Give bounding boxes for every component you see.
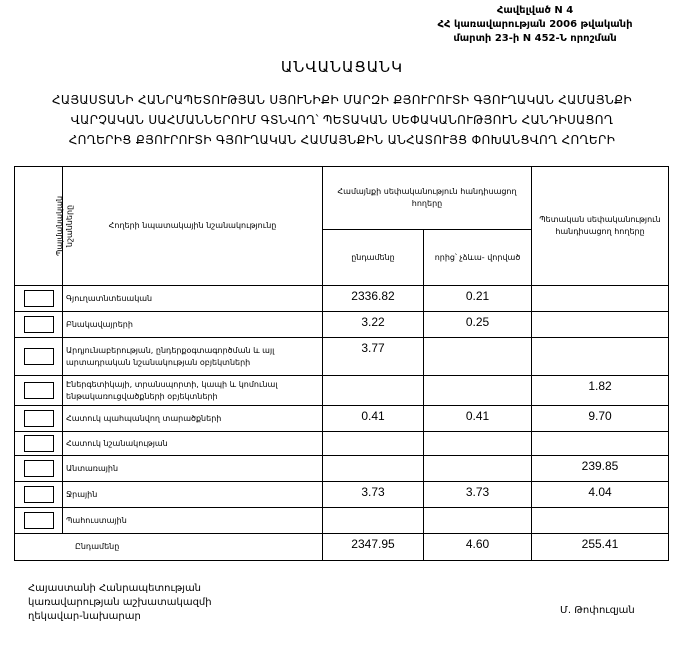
row-total: 0.41 <box>322 405 424 432</box>
row-total <box>322 431 424 456</box>
symbol-cell <box>14 375 63 406</box>
totals-label: Ընդամենը <box>14 533 323 561</box>
legend-symbol-box <box>23 348 54 365</box>
table-row: Անտառային 239.85 <box>14 455 669 482</box>
legend-symbol-box <box>23 512 54 529</box>
annex-reference: Հավելված N 4 ՀՀ կառավարության 2006 թվակա… <box>400 4 670 46</box>
row-unformed: 0.21 <box>423 285 532 312</box>
symbol-cell <box>14 507 63 534</box>
document-subtitle: ՀԱՅԱՍՏԱՆԻ ՀԱՆՐԱՊԵՏՈՒԹՅԱՆ ՍՅՈՒՆԻՔԻ ՄԱՐԶԻ … <box>20 90 664 150</box>
land-table: Պայմանական նշանները Հողերի նպատակային նշ… <box>14 166 669 561</box>
table-row: Հատուկ պահպանվող տարածքների 0.41 0.41 9.… <box>14 405 669 432</box>
symbol-cell <box>14 455 63 482</box>
row-state: 9.70 <box>531 405 669 432</box>
header-state: Պետական սեփականություն հանդիսացող հողերը <box>531 166 669 286</box>
symbol-cell <box>14 337 63 376</box>
symbol-cell <box>14 481 63 508</box>
row-label: Արդյունաբերության, ընդերքօգտագործման և ա… <box>62 337 323 376</box>
row-unformed: 0.25 <box>423 311 532 338</box>
row-total <box>322 375 424 406</box>
header-community: Համայնքի սեփականություն հանդիսացող հողեր… <box>322 166 532 230</box>
annex-line: ՀՀ կառավարության 2006 թվականի <box>437 19 633 30</box>
symbol-cell <box>14 405 63 432</box>
signatory-position: Հայաստանի Հանրապետության կառավարության ա… <box>28 582 212 624</box>
row-unformed <box>423 337 532 376</box>
legend-symbol-box <box>23 460 54 477</box>
row-unformed: 0.41 <box>423 405 532 432</box>
header-purpose: Հողերի նպատակային նշանակությունը <box>62 166 323 286</box>
totals-total: 2347.95 <box>322 533 424 561</box>
table-row: Արդյունաբերության, ընդերքօգտագործման և ա… <box>14 337 669 376</box>
totals-row: Ընդամենը 2347.95 4.60 255.41 <box>14 533 669 561</box>
document-title: ԱՆՎԱՆԱՑԱՆԿ <box>280 58 404 76</box>
row-state <box>531 311 669 338</box>
row-state: 4.04 <box>531 481 669 508</box>
row-label: Պահուստային <box>62 507 323 534</box>
header-symbols-text: Պայմանական նշանները <box>55 195 74 256</box>
row-label: Էներգետիկայի, տրանսպորտի, կապի և կոմունա… <box>62 375 323 406</box>
symbol-cell <box>14 285 63 312</box>
subtitle-line: ՀՈՂԵՐԻՑ ՔՅՈՒՐՈՒՏԻ ԳՅՈՒՂԱԿԱՆ ՀԱՄԱՅՆՔԻՆ ԱՆ… <box>68 133 616 147</box>
annex-line: Հավելված N 4 <box>496 5 574 16</box>
row-state <box>531 507 669 534</box>
row-total: 3.77 <box>322 337 424 376</box>
table-row: Հատուկ նշանակության <box>14 431 669 456</box>
position-line: կառավարության աշխատակազմի <box>28 597 212 608</box>
row-state: 1.82 <box>531 375 669 406</box>
row-label: Գյուղատնտեսական <box>62 285 323 312</box>
legend-symbol-box <box>23 410 54 427</box>
row-unformed <box>423 375 532 406</box>
row-state <box>531 285 669 312</box>
legend-symbol-box <box>23 316 54 333</box>
position-line: ղեկավար-նախարար <box>28 611 141 622</box>
table-row: Պահուստային <box>14 507 669 534</box>
annex-line: մարտի 23-ի N 452-Ն որոշման <box>453 33 617 44</box>
row-total <box>322 507 424 534</box>
signatory-name: Մ. Թոփուզյան <box>560 605 635 616</box>
legend-symbol-box <box>23 435 54 452</box>
row-unformed: 3.73 <box>423 481 532 508</box>
row-state <box>531 337 669 376</box>
table-row: Բնակավայրերի 3.22 0.25 <box>14 311 669 338</box>
row-label: Հատուկ պահպանվող տարածքների <box>62 405 323 432</box>
row-unformed <box>423 455 532 482</box>
row-total: 3.22 <box>322 311 424 338</box>
subtitle-line: ՀԱՅԱՍՏԱՆԻ ՀԱՆՐԱՊԵՏՈՒԹՅԱՆ ՍՅՈՒՆԻՔԻ ՄԱՐԶԻ … <box>52 93 632 107</box>
row-state <box>531 431 669 456</box>
row-total: 2336.82 <box>322 285 424 312</box>
row-state: 239.85 <box>531 455 669 482</box>
table-row: Գյուղատնտեսական 2336.82 0.21 <box>14 285 669 312</box>
totals-unformed: 4.60 <box>423 533 532 561</box>
legend-symbol-box <box>23 290 54 307</box>
row-total <box>322 455 424 482</box>
row-label: Անտառային <box>62 455 323 482</box>
table-row: Էներգետիկայի, տրանսպորտի, կապի և կոմունա… <box>14 375 669 406</box>
totals-state: 255.41 <box>531 533 669 561</box>
table-row: Ջրային 3.73 3.73 4.04 <box>14 481 669 508</box>
row-label: Հատուկ նշանակության <box>62 431 323 456</box>
header-unformed: որից՝ չձևա- վորված <box>423 229 532 286</box>
legend-symbol-box <box>23 382 54 399</box>
symbol-cell <box>14 431 63 456</box>
legend-symbol-box <box>23 486 54 503</box>
row-total: 3.73 <box>322 481 424 508</box>
header-symbols: Պայմանական նշանները <box>14 166 74 286</box>
row-label: Ջրային <box>62 481 323 508</box>
row-unformed <box>423 431 532 456</box>
header-total: ընդամենը <box>322 229 424 286</box>
position-line: Հայաստանի Հանրապետության <box>28 583 202 594</box>
symbol-cell <box>14 311 63 338</box>
row-label: Բնակավայրերի <box>62 311 323 338</box>
row-unformed <box>423 507 532 534</box>
subtitle-line: ՎԱՐՉԱԿԱՆ ՍԱՀՄԱՆՆԵՐՈՒՄ ԳՏՆՎՈՂ՝ ՊԵՏԱԿԱՆ ՍԵ… <box>70 113 614 127</box>
